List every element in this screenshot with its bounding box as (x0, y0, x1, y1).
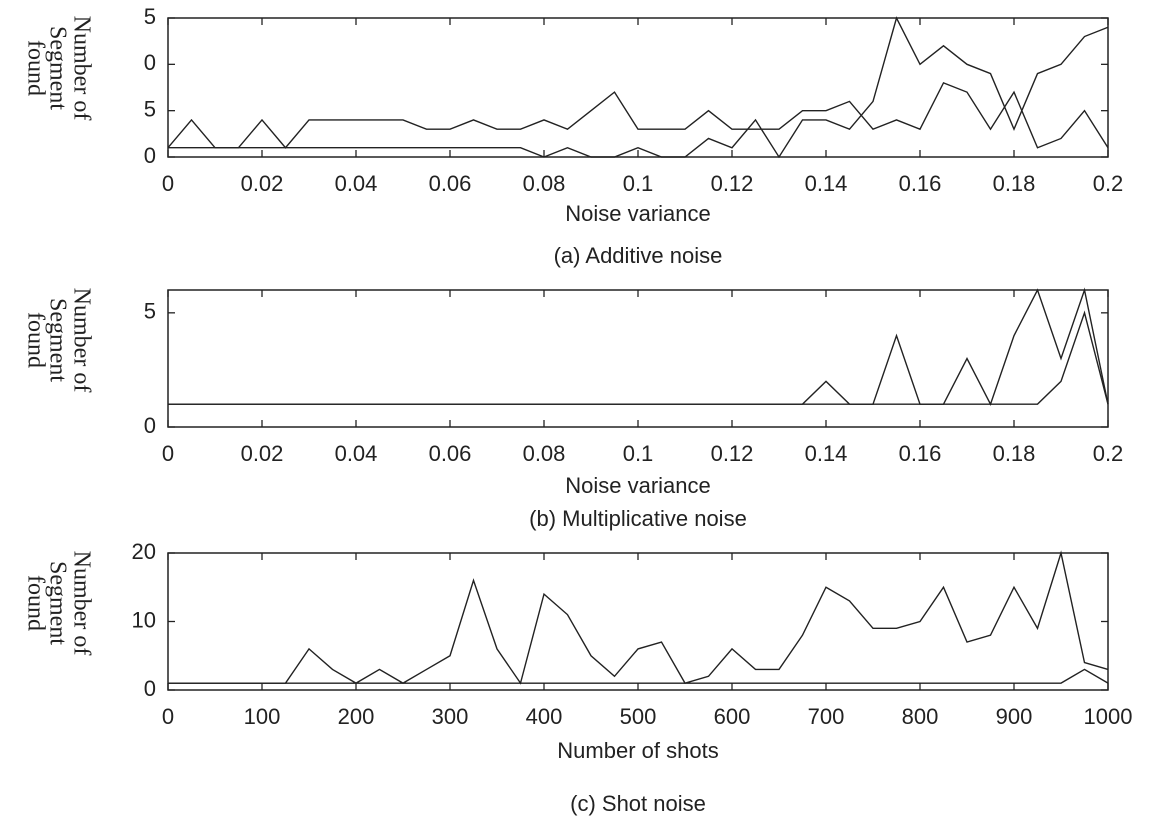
x-tick-label: 0.12 (711, 441, 754, 466)
x-tick-label: 100 (244, 704, 281, 729)
x-tick-label: 600 (714, 704, 751, 729)
series-line (168, 16, 1109, 159)
x-tick-label: 0.18 (993, 441, 1036, 466)
series-line (168, 668, 1109, 684)
x-tick-label: 0.16 (899, 171, 942, 196)
x-axis-label: Number of shots (557, 738, 718, 763)
x-tick-label: 0.08 (523, 441, 566, 466)
x-tick-label: 0.18 (993, 171, 1036, 196)
x-tick-label: 0.16 (899, 441, 942, 466)
x-tick-label: 0.14 (805, 441, 848, 466)
y-tick-label: 0 (144, 50, 156, 75)
x-tick-label: 0.08 (523, 171, 566, 196)
caption: (c) Shot noise (570, 791, 706, 816)
series-line (168, 550, 1109, 685)
y-axis-label: Number of (68, 16, 94, 121)
y-tick-label: 0 (144, 143, 156, 168)
x-tick-label: 0.06 (429, 171, 472, 196)
y-axis-label: Segment (44, 298, 70, 382)
x-tick-label: 900 (996, 704, 1033, 729)
x-tick-label: 500 (620, 704, 657, 729)
y-tick-label: 0 (144, 413, 156, 438)
x-tick-label: 0.04 (335, 441, 378, 466)
y-tick-label: 5 (144, 4, 156, 29)
x-tick-label: 700 (808, 704, 845, 729)
x-tick-label: 0 (162, 704, 174, 729)
x-tick-label: 0.1 (623, 441, 654, 466)
y-tick-label: 0 (144, 676, 156, 701)
series-line (168, 310, 1109, 405)
y-axis-label: Number of (68, 288, 94, 393)
series-line (167, 81, 1109, 149)
x-tick-label: 0.14 (805, 171, 848, 196)
y-axis-label: Segment (44, 26, 70, 110)
y-tick-label: 5 (144, 96, 156, 121)
x-tick-label: 0.2 (1093, 171, 1124, 196)
y-axis-label: Number of (68, 551, 94, 656)
x-tick-label: 0 (162, 171, 174, 196)
caption: (b) Multiplicative noise (529, 506, 747, 531)
x-tick-label: 400 (526, 704, 563, 729)
x-tick-label: 0.02 (241, 171, 284, 196)
caption: (a) Additive noise (554, 243, 723, 268)
x-tick-label: 300 (432, 704, 469, 729)
series-line (168, 287, 1109, 406)
y-axis-label: Segment (44, 561, 70, 645)
y-tick-label: 10 (132, 607, 156, 632)
x-axis-label: Noise variance (565, 201, 711, 226)
y-axis-label: found (22, 312, 48, 368)
x-tick-label: 1000 (1084, 704, 1133, 729)
y-axis-label: found (22, 575, 48, 631)
plot-frame (167, 552, 1109, 691)
plot-frame (167, 17, 1109, 158)
x-tick-label: 0.02 (241, 441, 284, 466)
x-tick-label: 0.12 (711, 171, 754, 196)
x-tick-label: 200 (338, 704, 375, 729)
x-tick-label: 800 (902, 704, 939, 729)
x-axis-label: Noise variance (565, 473, 711, 498)
x-tick-label: 0.04 (335, 171, 378, 196)
x-tick-label: 0 (162, 441, 174, 466)
x-tick-label: 0.2 (1093, 441, 1124, 466)
y-axis-label: found (22, 40, 48, 96)
y-tick-label: 20 (132, 539, 156, 564)
x-tick-label: 0.1 (623, 171, 654, 196)
y-tick-label: 5 (144, 299, 156, 324)
x-tick-label: 0.06 (429, 441, 472, 466)
